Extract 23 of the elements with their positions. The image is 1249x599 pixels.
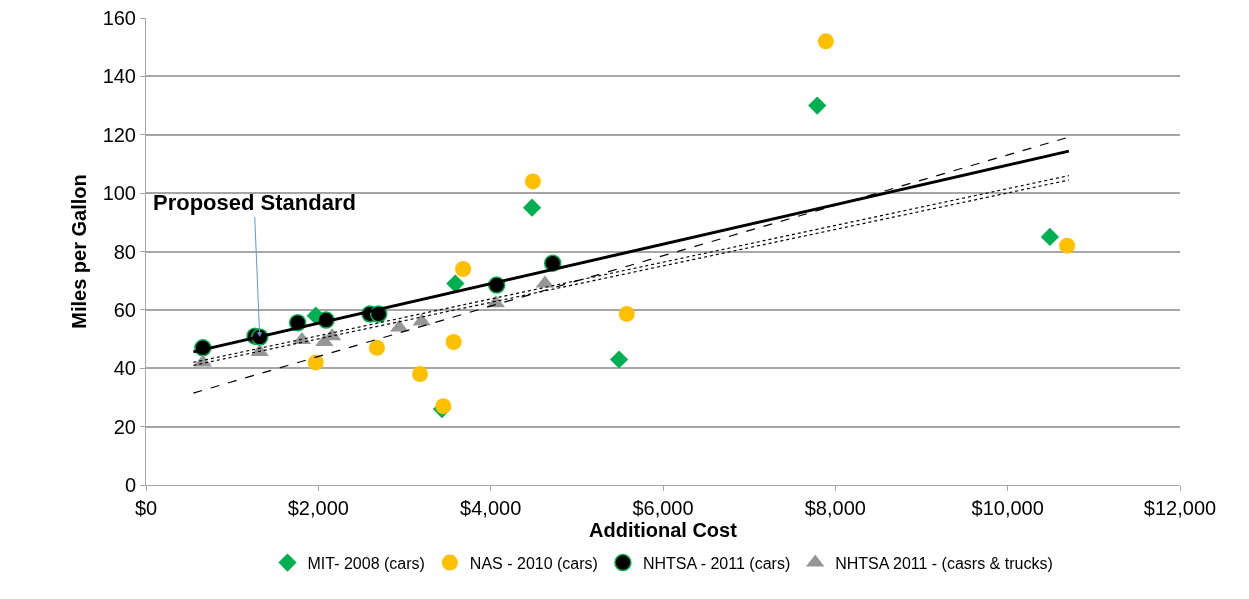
legend-label: MIT- 2008 (cars)	[307, 554, 425, 572]
y-axis-title: Miles per Gallon	[68, 174, 91, 329]
x-tick-label: $10,000	[971, 497, 1044, 519]
y-tick-label: 160	[102, 7, 136, 29]
x-tick-label: $4,000	[460, 497, 522, 519]
y-tick-label: 120	[102, 123, 136, 146]
y-tick-label: 80	[113, 240, 136, 263]
y-tick-label: 0	[124, 474, 136, 496]
x-tick-label: $2,000	[287, 497, 349, 519]
y-tick-label: 40	[113, 357, 136, 380]
legend-label: NAS - 2010 (cars)	[469, 554, 598, 572]
y-tick-label: 60	[113, 298, 136, 321]
x-tick-label: $6,000	[632, 497, 694, 519]
legend-label: NHTSA 2011 - (casrs & trucks)	[835, 554, 1053, 572]
y-tick-label: 140	[102, 65, 136, 88]
y-tick-label: 100	[102, 182, 136, 205]
y-tick-label: 20	[113, 415, 136, 438]
x-tick-label: $12,000	[1143, 497, 1217, 519]
legend-label: NHTSA - 2011 (cars)	[642, 554, 791, 572]
x-tick-label: $8,000	[804, 497, 866, 519]
x-axis-title: Additional Cost	[589, 519, 738, 541]
annotation: Proposed Standard	[153, 190, 356, 215]
x-tick-label: $0	[134, 497, 158, 519]
